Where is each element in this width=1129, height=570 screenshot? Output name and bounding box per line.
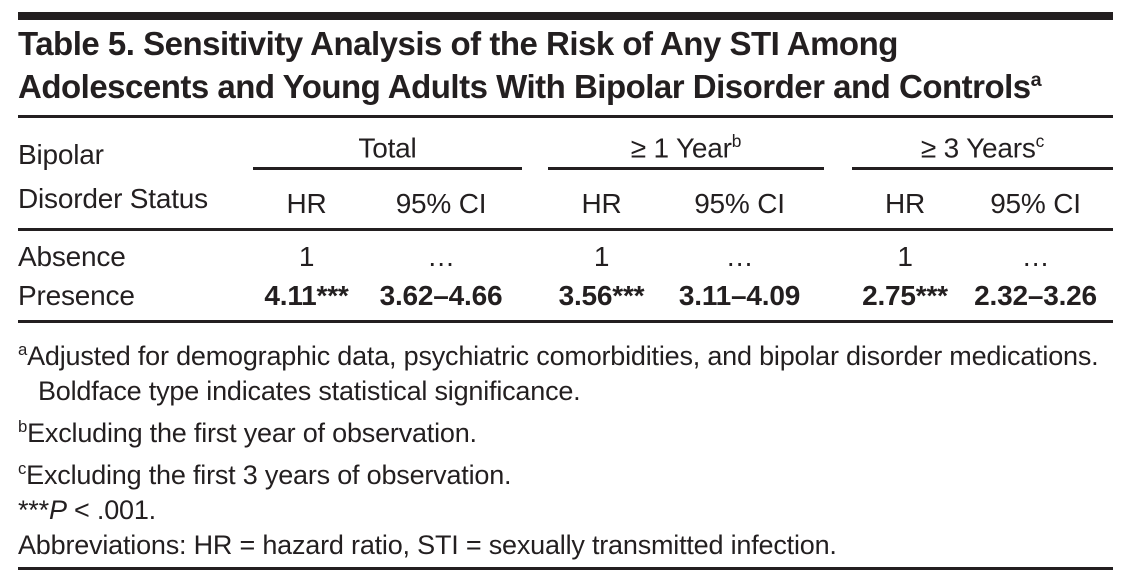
footnote-c: cExcluding the first 3 years of observat… bbox=[18, 451, 1113, 493]
column-spacer bbox=[522, 230, 548, 278]
footnote-b: bExcluding the first year of observation… bbox=[18, 409, 1113, 451]
column-group-ge-1-year-label: ≥ 1 Year bbox=[630, 132, 732, 163]
cell-presence-3-years-ci: 2.32–3.26 bbox=[974, 279, 1097, 311]
column-group-ge-3-years-superscript: c bbox=[1035, 130, 1045, 151]
table-title-superscript: a bbox=[1030, 69, 1042, 91]
cell-presence-total-ci: 3.62–4.66 bbox=[379, 279, 503, 311]
column-header-bipolar-disorder-status: Bipolar Disorder Status bbox=[18, 116, 253, 231]
footnote-c-text: Excluding the first 3 years of observati… bbox=[26, 460, 512, 490]
column-spacer bbox=[522, 277, 548, 322]
cell-presence-3-years-hr: 2.75*** bbox=[862, 279, 948, 311]
header-group-row: Bipolar Disorder Status Total ≥ 1 Yearb … bbox=[18, 116, 1114, 231]
column-group-total-label: Total bbox=[358, 132, 417, 163]
footnote-b-marker: b bbox=[18, 417, 28, 436]
row-label-header-line-2: Disorder Status bbox=[18, 183, 208, 214]
footnote-significance-p: P bbox=[48, 495, 67, 525]
column-group-ge-3-years-label: ≥ 3 Years bbox=[920, 132, 1036, 163]
cell-absence-1-year-hr: 1 bbox=[593, 240, 610, 272]
cell-absence-total-hr: 1 bbox=[298, 240, 315, 272]
sensitivity-analysis-table: Bipolar Disorder Status Total ≥ 1 Yearb … bbox=[18, 115, 1114, 323]
footnote-significance-value: < .001. bbox=[66, 495, 156, 525]
column-group-total: Total bbox=[253, 116, 522, 170]
column-group-ge-3-years: ≥ 3 Yearsc bbox=[852, 116, 1114, 170]
table-row-presence: Presence 4.11*** 3.62–4.66 3.56*** 3.11–… bbox=[18, 277, 1113, 322]
row-label-presence: Presence bbox=[18, 279, 135, 311]
cell-presence-1-year-ci: 3.11–4.09 bbox=[678, 279, 801, 311]
column-group-ge-1-year: ≥ 1 Yearb bbox=[548, 116, 824, 170]
column-spacer bbox=[824, 117, 852, 169]
table-title-line-2: Adolescents and Young Adults With Bipola… bbox=[18, 68, 1031, 105]
col-header-ci-3-years: 95% CI bbox=[958, 168, 1114, 231]
footnotes-block: aAdjusted for demographic data, psychiat… bbox=[18, 332, 1113, 563]
footnote-a: aAdjusted for demographic data, psychiat… bbox=[18, 332, 1113, 409]
row-label-header-line-1: Bipolar bbox=[18, 139, 104, 170]
column-spacer bbox=[824, 168, 852, 231]
cell-absence-1-year-ci: … bbox=[725, 240, 754, 272]
col-header-hr-total: HR bbox=[253, 168, 360, 231]
header-sub-row: HR 95% CI HR 95% CI HR 95% CI bbox=[18, 168, 1114, 231]
cell-presence-total-hr: 4.11*** bbox=[264, 279, 349, 311]
col-header-hr-1-year: HR bbox=[548, 168, 655, 231]
top-rule-bar bbox=[18, 12, 1113, 20]
row-label-absence: Absence bbox=[18, 240, 126, 272]
table-row-absence: Absence 1 … 1 … 1 … bbox=[18, 230, 1113, 278]
footnote-a-text: Adjusted for demographic data, psychiatr… bbox=[27, 341, 1099, 406]
cell-absence-3-years-ci: … bbox=[1021, 240, 1050, 272]
footnote-significance: ***P < .001. bbox=[18, 493, 1113, 528]
cell-absence-total-ci: … bbox=[427, 240, 455, 272]
column-spacer bbox=[522, 168, 548, 231]
column-spacer bbox=[824, 230, 852, 278]
footnote-abbreviations: Abbreviations: HR = hazard ratio, STI = … bbox=[18, 528, 1113, 563]
column-group-ge-1-year-superscript: b bbox=[731, 130, 742, 151]
table-title-line-1: Table 5. Sensitivity Analysis of the Ris… bbox=[18, 25, 898, 62]
col-header-hr-3-years: HR bbox=[852, 168, 958, 231]
col-header-ci-1-year: 95% CI bbox=[655, 168, 824, 231]
footnote-b-text: Excluding the first year of observation. bbox=[27, 418, 477, 448]
footnote-a-marker: a bbox=[18, 340, 28, 359]
cell-absence-3-years-hr: 1 bbox=[897, 240, 913, 272]
footnote-c-marker: c bbox=[18, 459, 27, 478]
footnote-significance-stars: *** bbox=[18, 495, 49, 525]
column-spacer bbox=[824, 277, 852, 322]
cell-presence-1-year-hr: 3.56*** bbox=[558, 279, 645, 311]
col-header-ci-total: 95% CI bbox=[360, 168, 522, 231]
table-title: Table 5. Sensitivity Analysis of the Ris… bbox=[18, 25, 1113, 105]
column-spacer bbox=[522, 117, 548, 169]
